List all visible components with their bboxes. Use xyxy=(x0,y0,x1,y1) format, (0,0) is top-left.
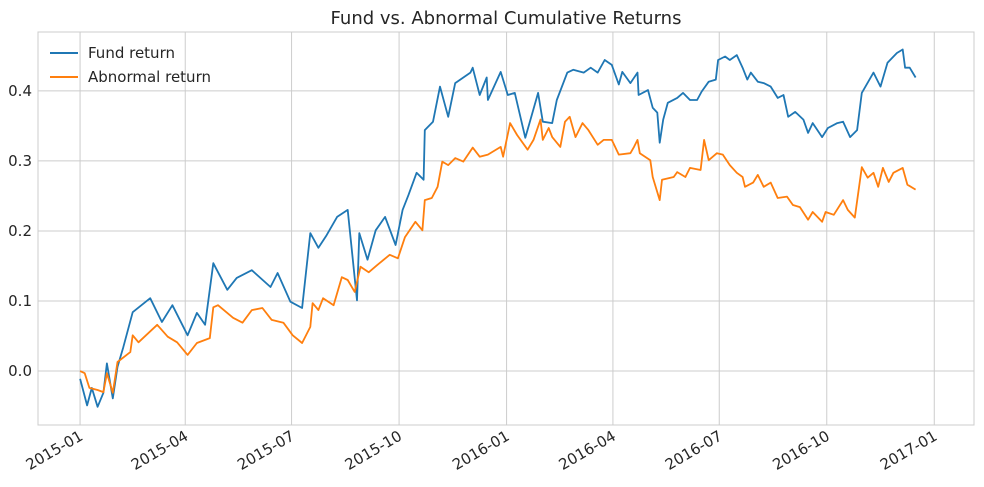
y-tick-label: 0.2 xyxy=(8,222,32,240)
x-tick-label: 2015-01 xyxy=(23,427,86,474)
legend: Fund return Abnormal return xyxy=(50,44,211,86)
legend-label-abnormal: Abnormal return xyxy=(88,68,211,86)
y-tick-label: 0.3 xyxy=(8,152,32,170)
x-tick-label: 2017-01 xyxy=(877,427,940,474)
series-group xyxy=(79,48,917,408)
legend-label-fund: Fund return xyxy=(88,44,175,62)
plot-frame xyxy=(37,31,975,426)
x-tick-label: 2015-07 xyxy=(234,427,297,474)
x-axis: 2015-01 2015-04 2015-07 2015-10 2016-01 2016-… xyxy=(23,427,940,474)
abnormal-return-line xyxy=(79,115,917,394)
y-tick-label: 0.1 xyxy=(8,292,32,310)
x-tick-label: 2016-10 xyxy=(769,427,832,474)
x-tick-label: 2016-01 xyxy=(449,427,512,474)
x-tick-label: 2015-10 xyxy=(342,427,405,474)
x-tick-label: 2015-04 xyxy=(128,427,191,474)
y-tick-label: 0.0 xyxy=(8,362,32,380)
chart-title: Fund vs. Abnormal Cumulative Returns xyxy=(331,8,682,29)
y-axis: 0.0 0.1 0.2 0.3 0.4 xyxy=(8,82,32,380)
x-tick-label: 2016-07 xyxy=(662,427,725,474)
x-tick-label: 2016-04 xyxy=(556,427,619,474)
fund-return-line xyxy=(79,48,917,408)
y-tick-label: 0.4 xyxy=(8,82,32,100)
